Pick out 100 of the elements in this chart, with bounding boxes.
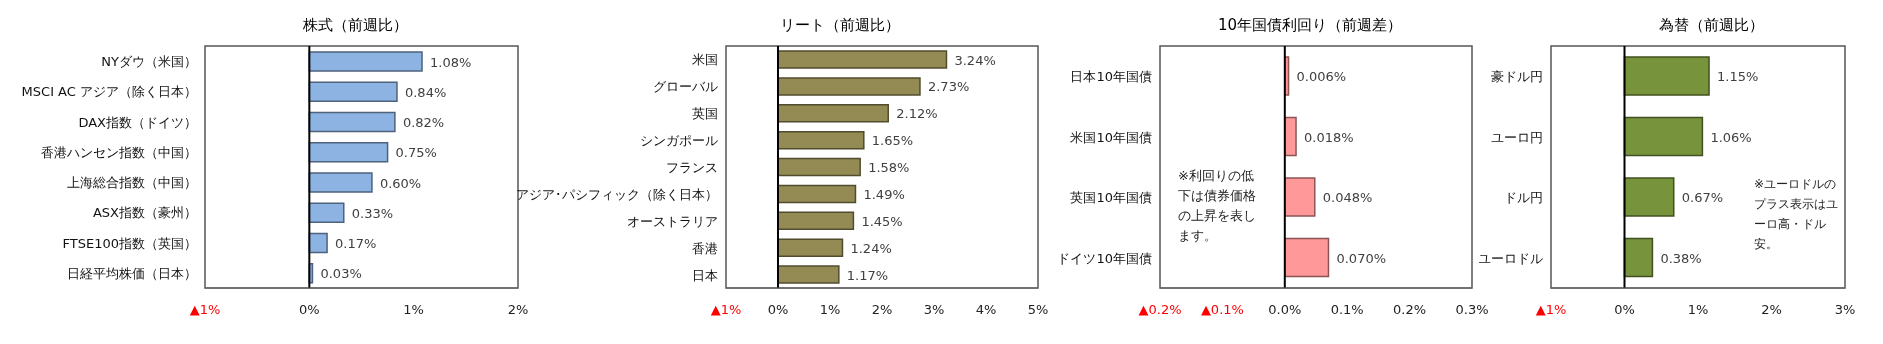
x-tick-label: ▲1%: [189, 302, 221, 317]
bar: [1623, 177, 1675, 217]
bar: [777, 211, 855, 231]
data-label: 0.33%: [351, 205, 394, 221]
x-tick-label: 1%: [403, 302, 424, 317]
x-tick-label: 0%: [1614, 302, 1635, 317]
data-label: 0.67%: [1681, 190, 1724, 205]
y-tick-label: 米国: [692, 52, 718, 68]
bar: [777, 265, 840, 284]
data-label: 0.60%: [379, 175, 422, 191]
y-tick-label: ASX指数（豪州）: [92, 205, 197, 221]
data-label: 1.45%: [861, 213, 903, 229]
bar: [777, 50, 948, 69]
x-tick-label: 3%: [1834, 302, 1856, 317]
y-tick-label: オーストラリア: [627, 213, 718, 229]
data-label: 2.73%: [927, 79, 970, 95]
bar: [777, 77, 921, 96]
y-tick-label: ユーロドル: [1478, 250, 1543, 266]
chart-title: 為替（前週比）: [1657, 16, 1765, 35]
x-tick-label: 0%: [299, 302, 320, 317]
y-tick-label: NYダウ（米国）: [101, 54, 197, 70]
x-tick-label: 1%: [1687, 302, 1709, 317]
y-tick-label: 香港: [692, 240, 718, 256]
y-tick-label: アジア･パシフィック（除く日本）: [516, 186, 718, 202]
x-tick-label: 0%: [767, 302, 789, 317]
bar: [308, 202, 345, 223]
bar: [308, 142, 389, 163]
y-tick-label: 上海総合指数（中国）: [67, 175, 197, 191]
bar: [1284, 237, 1330, 278]
bar: [308, 232, 328, 254]
x-tick-label: 4%: [975, 302, 997, 317]
bar: [1623, 56, 1710, 96]
y-tick-label: 英国10年国債: [1070, 190, 1152, 206]
data-label: 0.75%: [395, 145, 437, 161]
bar: [308, 81, 398, 102]
data-label: 1.65%: [871, 133, 914, 149]
x-tick-label: 0.0%: [1268, 302, 1302, 317]
annotation: ※ユーロドルのプラス表示はユーロ高・ドル安。: [1754, 176, 1839, 253]
bar: [777, 238, 844, 257]
y-tick-label: 日本: [692, 267, 718, 283]
y-tick-label: MSCI AC アジア（除く日本）: [21, 84, 197, 100]
data-label: 0.17%: [335, 236, 377, 251]
chart-title: 株式（前週比）: [301, 16, 409, 35]
bar: [308, 111, 396, 133]
data-label: 1.24%: [850, 240, 892, 256]
y-tick-label: 豪ドル円: [1491, 69, 1543, 85]
data-label: 0.38%: [1660, 250, 1702, 266]
data-label: 1.17%: [846, 267, 889, 283]
data-label: 0.03%: [320, 266, 362, 282]
data-label: 0.070%: [1336, 250, 1387, 266]
bar: [777, 104, 889, 123]
data-label: 1.15%: [1717, 69, 1759, 84]
y-tick-label: 香港ハンセン指数（中国）: [41, 144, 197, 160]
data-label: 0.84%: [404, 84, 447, 100]
chart-title: リート（前週比）: [779, 16, 901, 35]
y-tick-label: 日経平均株価（日本）: [67, 265, 197, 281]
bar: [1623, 116, 1704, 157]
x-tick-label: 0.1%: [1330, 302, 1364, 317]
x-tick-label: 2%: [871, 302, 893, 317]
x-tick-label: ▲1%: [1535, 302, 1567, 317]
data-label: 0.018%: [1304, 129, 1354, 145]
bar: [777, 130, 865, 150]
y-tick-label: ユーロ円: [1491, 129, 1543, 145]
data-label: 1.58%: [868, 160, 910, 176]
data-label: 2.12%: [896, 106, 938, 122]
x-tick-label: ▲1%: [710, 302, 742, 317]
x-tick-label: 0.3%: [1455, 302, 1489, 317]
y-tick-label: ドイツ10年国債: [1057, 250, 1152, 266]
chart-title: 10年国債利回り（前週差）: [1216, 16, 1404, 35]
bar: [1284, 177, 1316, 217]
data-label: 1.49%: [863, 186, 905, 202]
y-tick-label: 英国: [692, 106, 718, 122]
x-tick-label: 2%: [507, 302, 529, 317]
bar: [777, 184, 857, 204]
x-tick-label: 0.2%: [1393, 302, 1427, 317]
data-label: 0.82%: [402, 115, 445, 130]
x-tick-label: 2%: [1761, 302, 1782, 317]
data-label: 3.24%: [954, 52, 996, 68]
data-label: 0.006%: [1296, 69, 1347, 84]
x-tick-label: 1%: [819, 302, 841, 317]
data-label: 1.08%: [430, 54, 472, 70]
y-tick-label: シンガポール: [640, 133, 718, 149]
bar: [1623, 237, 1654, 278]
x-tick-label: 3%: [923, 302, 945, 317]
bar: [308, 172, 373, 193]
x-tick-label: ▲0.1%: [1200, 302, 1244, 317]
bar: [308, 51, 423, 72]
y-tick-label: グローバル: [653, 79, 718, 95]
y-tick-label: 日本10年国債: [1070, 69, 1152, 85]
x-tick-label: 5%: [1027, 302, 1049, 317]
y-tick-label: FTSE100指数（英国）: [62, 235, 197, 251]
x-tick-label: ▲0.2%: [1138, 302, 1182, 317]
data-label: 0.048%: [1322, 190, 1373, 205]
bar: [777, 157, 861, 177]
y-tick-label: フランス: [666, 160, 718, 175]
annotation: ※利回りの低下は債券価格の上昇を表します。: [1178, 167, 1257, 245]
y-tick-label: 米国10年国債: [1070, 129, 1152, 145]
y-tick-label: ドル円: [1504, 190, 1543, 206]
y-tick-label: DAX指数（ドイツ）: [78, 114, 197, 130]
data-label: 1.06%: [1710, 129, 1752, 145]
